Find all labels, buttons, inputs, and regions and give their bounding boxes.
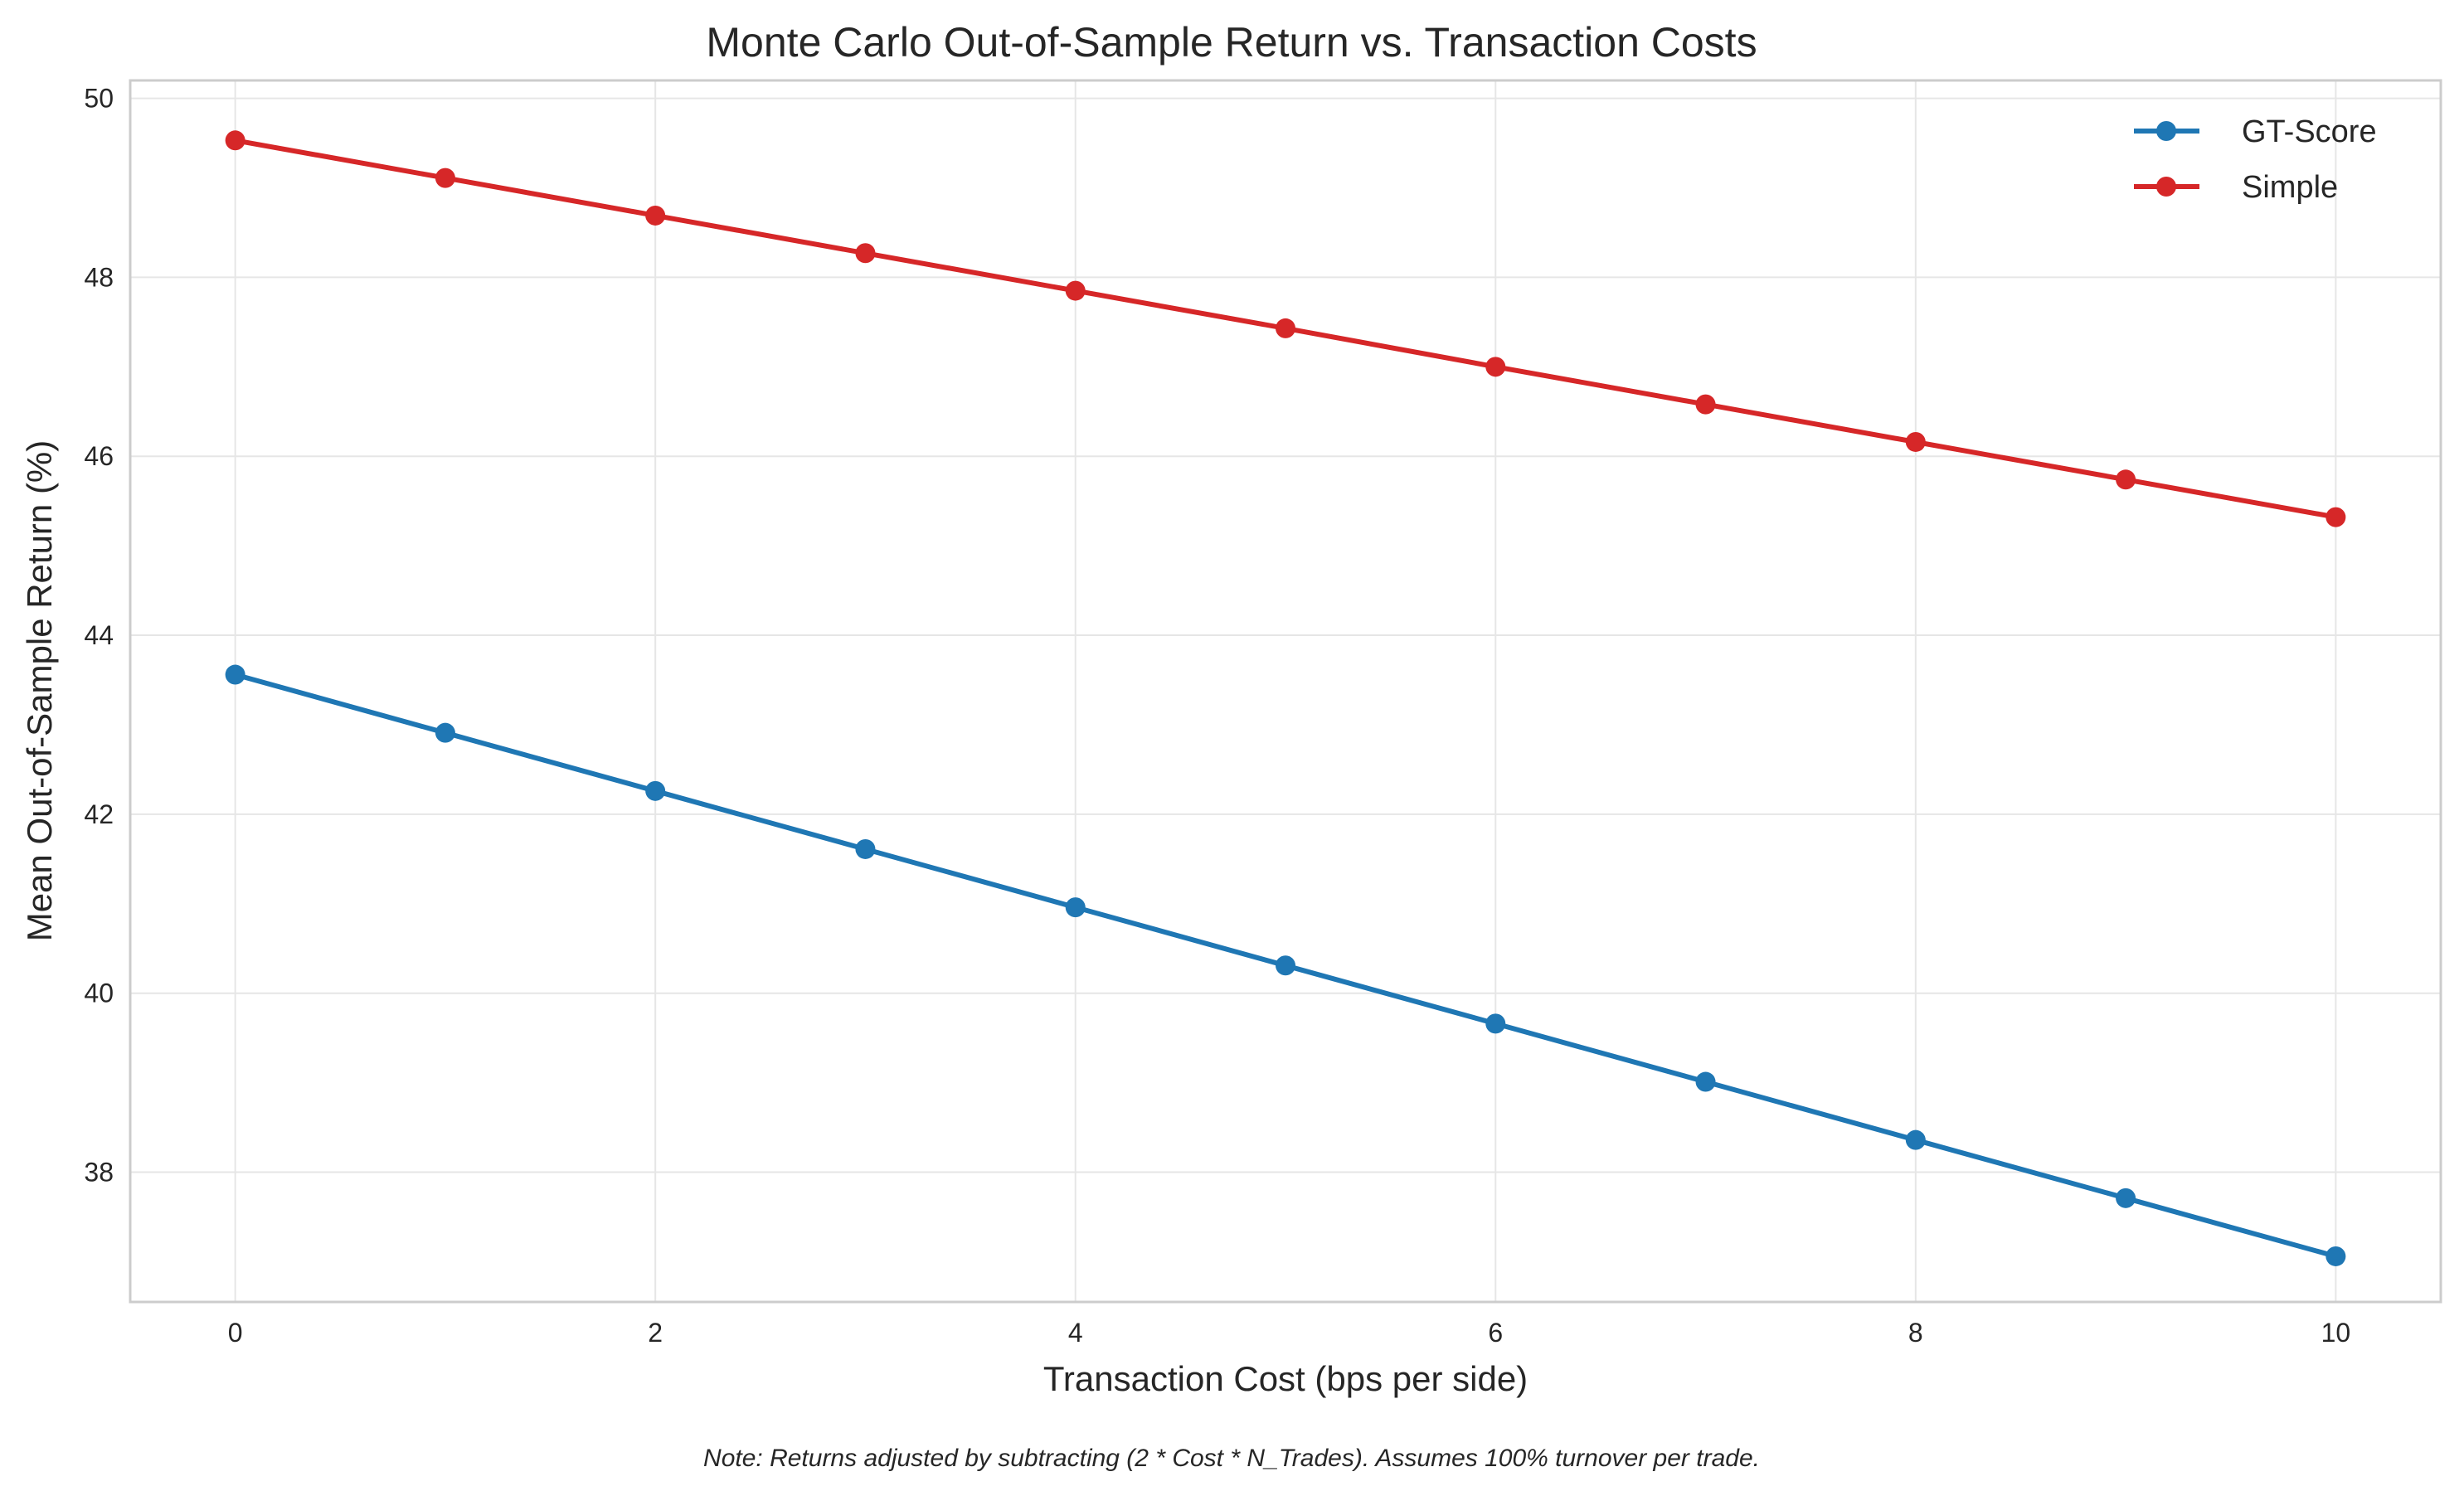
data-point-simple [645,205,666,226]
x-tick-label: 2 [648,1318,663,1348]
x-tick-label: 6 [1488,1318,1503,1348]
series-layer [225,130,2346,1266]
data-point-simple [1276,318,1295,338]
y-tick-label: 46 [84,441,114,471]
data-point-gt-score [1276,955,1295,976]
data-point-simple [1485,357,1506,377]
y-tick-label: 38 [84,1158,114,1188]
data-point-gt-score [1905,1129,1926,1150]
data-point-gt-score [855,838,876,859]
data-point-gt-score [225,664,245,685]
data-point-simple [2325,507,2346,527]
data-point-simple [855,243,876,264]
y-tick-label: 50 [84,84,114,114]
y-tick-label: 44 [84,620,114,650]
data-point-gt-score [1065,897,1086,918]
y-tick-label: 42 [84,799,114,829]
data-point-simple [225,130,245,151]
x-tick-label: 10 [2321,1318,2351,1348]
x-tick-label: 8 [1908,1318,1923,1348]
data-point-simple [1065,280,1086,301]
legend-label: Simple [2242,170,2338,205]
data-point-gt-score [645,780,666,801]
x-axis-label: Transaction Cost (bps per side) [1043,1359,1528,1398]
data-point-simple [1695,394,1716,415]
data-point-gt-score [1485,1013,1506,1034]
data-point-gt-score [435,722,455,743]
x-tick-label: 0 [228,1318,243,1348]
footnote: Note: Returns adjusted by subtracting (2… [703,1445,1760,1472]
data-point-simple [435,168,455,188]
legend-marker [2156,121,2176,141]
y-tick-labels: 38 40 42 44 46 48 50 [84,84,114,1188]
y-tick-label: 48 [84,262,114,292]
y-axis-label: Mean Out-of-Sample Return (%) [20,440,59,942]
legend: GT-Score Simple [2134,114,2377,205]
legend-marker [2156,177,2176,197]
data-point-gt-score [2116,1188,2136,1208]
series-gt-score [225,664,2346,1266]
data-point-gt-score [1695,1071,1716,1092]
legend-label: GT-Score [2242,114,2377,149]
data-point-simple [2116,469,2136,490]
x-tick-labels: 0 2 4 6 8 10 [228,1318,2350,1348]
chart-title: Monte Carlo Out-of-Sample Return vs. Tra… [706,19,1757,66]
y-tick-label: 40 [84,979,114,1008]
series-simple [225,130,2346,527]
legend-item-simple: Simple [2134,170,2338,205]
grid [130,80,2441,1302]
data-point-simple [1905,431,1926,452]
legend-item-gt-score: GT-Score [2134,114,2377,149]
x-tick-label: 4 [1068,1318,1083,1348]
plot-frame [129,79,2442,1304]
data-point-gt-score [2325,1246,2346,1266]
